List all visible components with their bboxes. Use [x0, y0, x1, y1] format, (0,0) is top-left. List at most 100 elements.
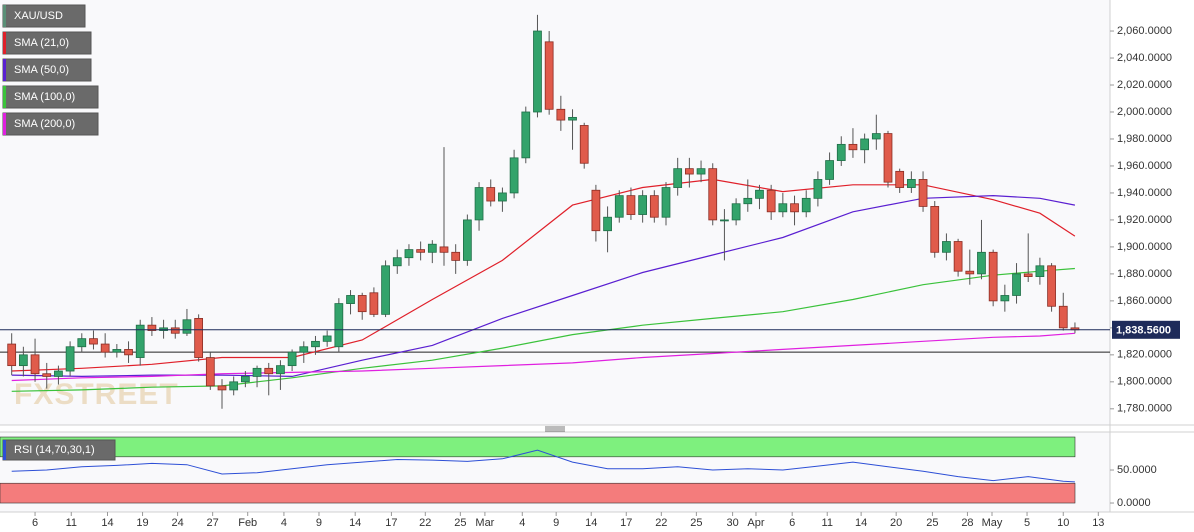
- legend-item[interactable]: SMA (21,0): [2, 31, 92, 55]
- y-tick-label: 1,860.0000: [1117, 295, 1172, 307]
- x-tick-label: 14: [101, 517, 113, 529]
- candle-body: [252, 367, 262, 377]
- candle-body: [381, 265, 390, 315]
- legend-label: XAU/USD: [14, 10, 63, 22]
- candle-body: [392, 257, 402, 267]
- rsi-y-tick-label: 0.0000: [1117, 497, 1151, 509]
- candle-body: [30, 354, 40, 375]
- panel-handle[interactable]: [545, 426, 565, 432]
- legend-item[interactable]: XAU/USD: [2, 4, 86, 28]
- y-tick-label: 1,940.0000: [1117, 187, 1172, 199]
- candle-body: [89, 338, 98, 345]
- candle-body: [54, 370, 63, 377]
- x-tick-label: 25: [926, 517, 938, 529]
- x-tick-label: 28: [961, 517, 973, 529]
- candle-body: [264, 367, 274, 375]
- candle-body: [299, 346, 309, 353]
- candle-body: [229, 381, 239, 391]
- candle-body: [848, 143, 858, 151]
- price-plot: [0, 14, 1110, 409]
- watermark: FXSTREET: [14, 378, 179, 411]
- sma-line: [11, 267, 1075, 392]
- legend-swatch: [3, 86, 6, 108]
- candle-body: [708, 168, 718, 221]
- y-tick-label: 2,060.0000: [1117, 25, 1172, 37]
- y-tick-label: 2,040.0000: [1117, 52, 1172, 64]
- candle-body: [521, 111, 531, 159]
- candle-body: [77, 338, 87, 348]
- candle-body: [556, 108, 566, 121]
- candle-body: [1012, 273, 1021, 296]
- candle-body: [65, 346, 75, 372]
- candle-body: [18, 354, 28, 367]
- y-tick-label: 1,960.0000: [1117, 160, 1172, 172]
- candle-body: [124, 349, 133, 356]
- candle-body: [509, 157, 519, 194]
- candle-body: [346, 295, 355, 304]
- legend-item[interactable]: SMA (50,0): [2, 58, 92, 82]
- candle-body: [170, 327, 180, 334]
- legend-label: SMA (21,0): [14, 37, 69, 49]
- x-tick-label: 14: [855, 517, 867, 529]
- x-tick-label: May: [982, 517, 1003, 529]
- x-tick-label: Feb: [238, 517, 257, 529]
- candle-body: [871, 133, 881, 140]
- candle-body: [988, 251, 998, 302]
- x-tick-label: 10: [1057, 517, 1069, 529]
- x-tick-label: 4: [281, 517, 287, 529]
- candle-body: [159, 327, 168, 331]
- candle-body: [731, 203, 741, 221]
- candle-body: [825, 160, 834, 180]
- candle-body: [205, 357, 215, 387]
- last-price-box: [1112, 320, 1180, 339]
- candle-body: [322, 335, 332, 342]
- candle-body: [918, 179, 928, 207]
- x-tick-label: 14: [585, 517, 597, 529]
- rsi-legend[interactable]: RSI (14,70,30,1): [2, 439, 116, 461]
- x-tick-label: Apr: [747, 517, 764, 529]
- candle-body: [766, 189, 776, 213]
- candle-body: [357, 295, 367, 313]
- candle-body: [1058, 305, 1068, 329]
- x-tick-label: 25: [454, 517, 466, 529]
- candle-body: [778, 203, 788, 213]
- legend-item[interactable]: SMA (100,0): [2, 85, 99, 109]
- candle-body: [533, 30, 542, 113]
- candle-body: [696, 168, 706, 175]
- candle-body: [673, 168, 683, 188]
- candle-body: [7, 343, 17, 367]
- x-tick-label: 22: [419, 517, 431, 529]
- candle-body: [684, 168, 694, 175]
- candle-body: [626, 195, 636, 215]
- candle-body: [755, 189, 764, 199]
- oversold-band: [0, 482, 1076, 504]
- legend-label: SMA (200,0): [14, 118, 75, 130]
- x-tick-label: 9: [553, 517, 559, 529]
- rsi-line: [11, 449, 1075, 483]
- legend-item[interactable]: SMA (200,0): [2, 112, 99, 136]
- candle-body: [486, 187, 496, 202]
- candle-body: [462, 219, 472, 261]
- candle-body: [1000, 295, 1010, 302]
- x-tick-label: 20: [890, 517, 902, 529]
- y-tick-label: 1,780.0000: [1117, 403, 1172, 415]
- candle-body: [544, 41, 554, 110]
- candle-body: [930, 206, 940, 253]
- y-tick-label: 1,820.0000: [1117, 349, 1172, 361]
- x-tick-label: 11: [66, 517, 77, 529]
- candle-body: [42, 373, 52, 377]
- candle-body: [977, 251, 986, 275]
- last-price-label: 1,838.5600: [1116, 325, 1171, 337]
- candle-body: [603, 216, 612, 232]
- candle-body: [276, 365, 285, 375]
- candle-body: [369, 292, 379, 315]
- candle-body: [942, 241, 951, 253]
- candle-body: [614, 195, 624, 218]
- candle-body: [182, 319, 192, 334]
- y-tick-label: 1,900.0000: [1117, 241, 1172, 253]
- candle-body: [194, 318, 204, 358]
- candle-body: [649, 195, 659, 218]
- candle-body: [439, 246, 449, 253]
- candle-body: [147, 324, 157, 331]
